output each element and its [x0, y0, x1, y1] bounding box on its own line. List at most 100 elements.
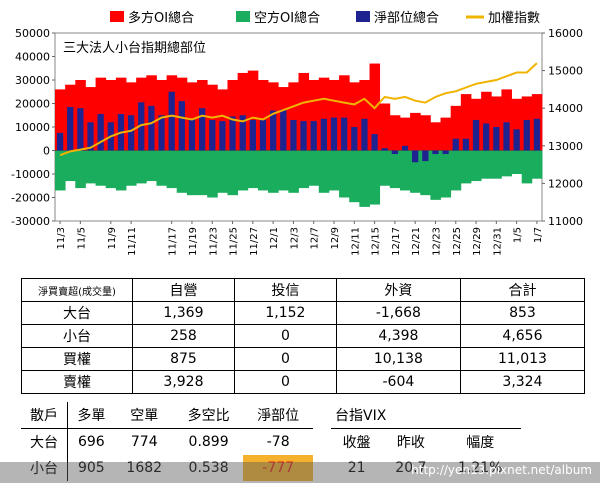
- row-label: 大台: [21, 428, 68, 455]
- table-cell: 905: [77, 460, 105, 476]
- short-oi-bar: [156, 150, 168, 186]
- table-cell: 0.899: [188, 434, 229, 450]
- table-cell: -604: [335, 370, 461, 394]
- short-oi-bar: [85, 150, 96, 184]
- column-header: 投信: [233, 278, 337, 302]
- net-position-bar: [198, 108, 206, 151]
- left-axis-tick-label: 0: [43, 145, 50, 158]
- x-axis-tick-label: 11/5: [76, 227, 87, 249]
- long-oi-bar: [339, 75, 350, 151]
- short-oi-bar: [308, 150, 320, 186]
- short-oi-bar: [257, 150, 269, 191]
- left-axis-tick-label: -30000: [11, 215, 50, 228]
- column-header: 收盤: [342, 435, 371, 451]
- table-cell: 853: [459, 301, 586, 325]
- short-oi-bar: [65, 150, 76, 182]
- net-position-bar: [188, 118, 196, 151]
- table-cell: 4,398: [335, 324, 461, 348]
- table-cell: 0: [233, 347, 337, 371]
- legend: 多方OI總合 空方OI總合 淨部位總合 加權指數: [110, 10, 540, 26]
- column-header: 淨部位: [243, 402, 313, 429]
- net-position-bar: [472, 119, 480, 151]
- short-oi-bar: [399, 150, 411, 191]
- net-position-bar: [280, 109, 287, 151]
- long-oi-bar: [247, 70, 259, 151]
- chart: 多方OI總合 空方OI總合 淨部位總合 加權指數 三大法人小台指期總部位 50000 4…: [11, 10, 583, 256]
- short-oi-bar: [328, 150, 340, 191]
- net-position-bar: [513, 129, 520, 151]
- net-position-bar: [503, 122, 510, 151]
- short-oi-bar: [450, 150, 462, 191]
- net-position-bar: [523, 119, 530, 151]
- watermark-text: http://yen13.pixnet.net/album: [411, 463, 592, 477]
- net-position-bar: [239, 115, 246, 151]
- short-oi-bar: [268, 150, 279, 193]
- x-axis-tick-label: 12/9: [330, 227, 341, 249]
- table-cell: 1,369: [132, 301, 235, 325]
- short-oi-bar: [491, 150, 502, 179]
- left-axis-tick-label: 20000: [15, 98, 50, 111]
- x-axis-tick-label: 12/3: [289, 227, 300, 249]
- long-oi-bar: [430, 122, 441, 151]
- x-axis-tick-label: 11/11: [127, 227, 138, 256]
- x-axis-tick-label: 12/1: [269, 227, 280, 249]
- right-axis-tick-label: 13000: [548, 140, 583, 153]
- long-oi-bar: [491, 96, 502, 151]
- net-position-bar: [432, 150, 439, 155]
- left-axis-tick-label: 40000: [15, 51, 50, 64]
- right-axis-tick-label: 12000: [548, 177, 583, 190]
- x-axis-tick-label: 11/25: [229, 227, 240, 256]
- table-cell: 4,656: [459, 324, 586, 348]
- short-oi-bar: [146, 150, 157, 182]
- table-cell: 1682: [126, 460, 163, 476]
- column-header: 昨收: [396, 435, 425, 451]
- table-header-row: 淨買賣超(成交量) 自營 投信 外資 合計: [21, 278, 586, 302]
- watermark-bar: [0, 462, 600, 483]
- short-oi-bar: [531, 150, 543, 179]
- short-oi-bar: [440, 150, 452, 198]
- net-position-bar: [351, 127, 358, 151]
- long-oi-bar: [237, 72, 249, 151]
- short-oi-bar: [470, 150, 482, 182]
- net-position-bar: [249, 119, 256, 151]
- short-oi-bar: [136, 150, 147, 184]
- institutional-trade-table: 淨買賣超(成交量) 自營 投信 外資 合計 大台 1,369 1,152 -1,…: [21, 278, 586, 394]
- net-position-bar: [371, 134, 378, 151]
- net-position-bar: [158, 115, 165, 151]
- net-position-bar: [87, 122, 94, 151]
- column-header: 外資: [335, 278, 461, 302]
- long-oi-bar: [217, 89, 228, 151]
- short-oi-bar: [410, 150, 421, 193]
- row-label: 買權: [21, 347, 133, 371]
- long-oi-bar: [318, 77, 330, 151]
- short-oi-bar: [511, 150, 523, 174]
- column-header: 多空比: [173, 402, 244, 429]
- long-oi-bar: [420, 115, 431, 151]
- column-header: 空單: [114, 402, 174, 429]
- weighted-index-line: [59, 62, 538, 157]
- long-oi-bar: [359, 80, 370, 151]
- net-position-bar: [493, 127, 500, 151]
- table-cell: -1,668: [335, 301, 461, 325]
- x-axis-tick-label: 12/25: [452, 227, 463, 256]
- x-axis-tick-label: 1/7: [533, 227, 544, 243]
- long-oi-bar: [328, 80, 340, 151]
- table-cell: 3,928: [132, 370, 235, 394]
- x-axis-tick-label: 12/21: [411, 227, 422, 256]
- net-position-bar: [310, 121, 317, 151]
- table-corner-label: 淨買賣超(成交量): [21, 278, 133, 302]
- right-axis: 16000 15000 14000 13000 12000 11000: [542, 27, 583, 228]
- table-row: 小台 258 0 4,398 4,656: [21, 324, 586, 348]
- net-position-bar: [148, 105, 155, 151]
- net-position-bar: [259, 119, 267, 151]
- left-axis-tick-label: 10000: [15, 121, 50, 134]
- table-cell: 774: [130, 434, 158, 450]
- x-axis-tick-label: 11/3: [56, 227, 67, 249]
- row-label: 賣權: [21, 370, 133, 394]
- short-oi-bar: [420, 150, 431, 196]
- table-cell: 875: [132, 347, 235, 371]
- table-cell: 1.21%: [457, 460, 503, 476]
- table-row: 買權 875 0 10,138 11,013: [21, 347, 586, 371]
- table-cell: 1,152: [233, 301, 337, 325]
- vix-title: 台指VIX: [331, 402, 521, 429]
